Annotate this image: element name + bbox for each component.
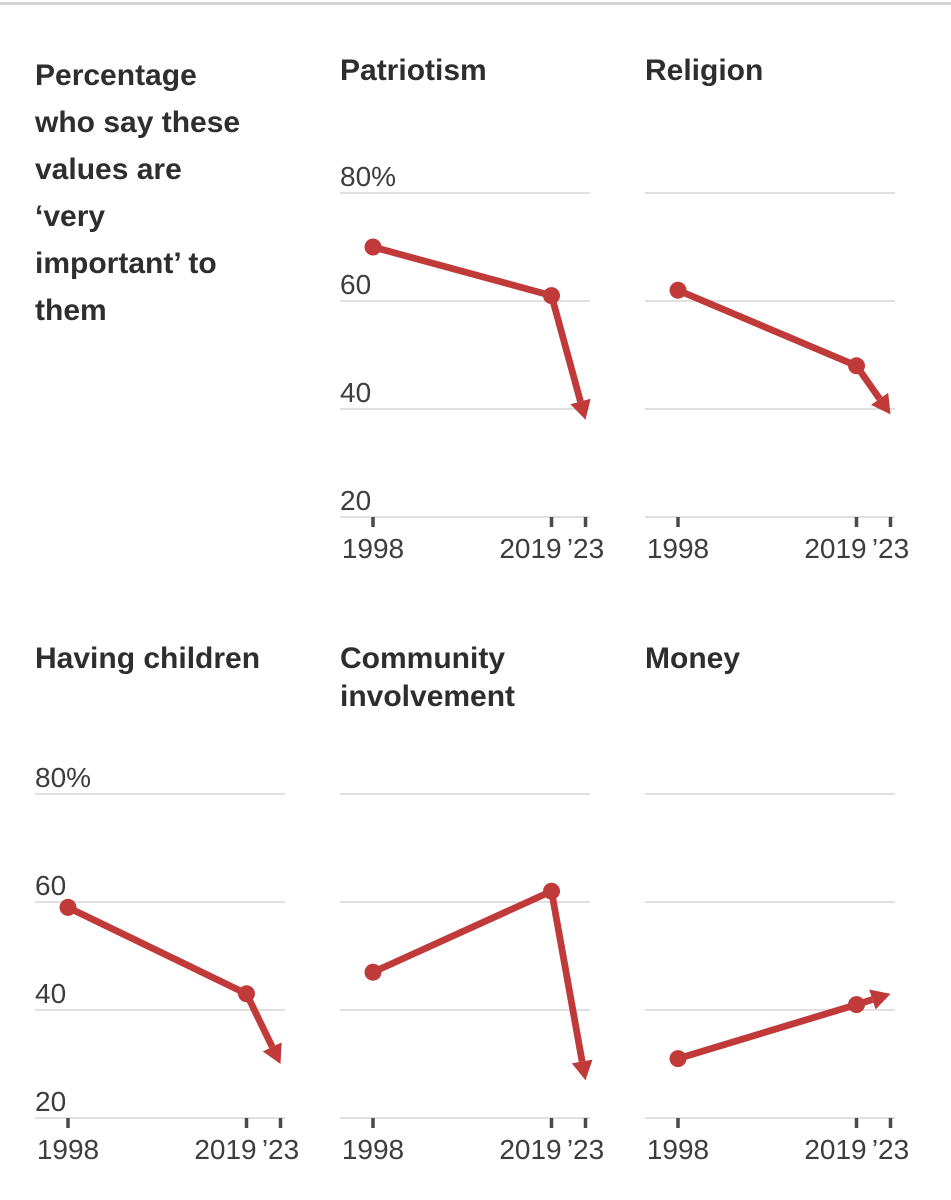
svg-text:’23: ’23 [567, 533, 604, 564]
chart-panel-religion: Religion 1998 2019’23 [645, 48, 909, 570]
line-chart-community-involvement: 1998 2019’23 [340, 793, 604, 1165]
svg-text:’23: ’23 [567, 1134, 604, 1165]
chart-title: Religion [645, 54, 764, 87]
chart-panel-money: Money 1998 2019’23 [645, 636, 909, 1171]
svg-text:1998: 1998 [647, 533, 709, 564]
chart-title: Patriotism [340, 54, 487, 87]
svg-text:1998: 1998 [37, 1134, 99, 1165]
chart-panel-patriotism: Patriotism 80% 60 40 20 1998 2019’23 [340, 48, 604, 570]
svg-text:40: 40 [35, 978, 66, 1009]
svg-text:’23: ’23 [262, 1134, 299, 1165]
line-chart-patriotism: 80% 60 40 20 1998 2019’23 [340, 161, 604, 564]
chart-title: Money [645, 642, 741, 675]
svg-text:2019: 2019 [194, 1134, 256, 1165]
chart-panel-having-children: Having children 80% 60 40 20 1998 2019’23 [35, 636, 299, 1171]
svg-text:2019: 2019 [499, 533, 561, 564]
line-chart-money: 1998 2019’23 [645, 793, 909, 1165]
small-multiples-grid: Percentage who say these values are ‘ver… [35, 48, 909, 1171]
svg-text:20: 20 [340, 485, 371, 516]
chart-title: Having children [35, 642, 261, 675]
chart-description-cell: Percentage who say these values are ‘ver… [35, 48, 285, 570]
top-divider [0, 2, 951, 5]
svg-text:2019: 2019 [804, 533, 866, 564]
svg-text:’23: ’23 [872, 533, 909, 564]
svg-text:80%: 80% [340, 161, 396, 192]
chart-title: Community involvement [340, 642, 516, 713]
svg-text:2019: 2019 [804, 1134, 866, 1165]
svg-text:20: 20 [35, 1086, 66, 1117]
chart-panel-community-involvement: Community involvement 1998 2019’23 [340, 636, 604, 1171]
svg-text:40: 40 [340, 377, 371, 408]
line-chart-having-children: 80% 60 40 20 1998 2019’23 [35, 762, 299, 1165]
svg-text:’23: ’23 [872, 1134, 909, 1165]
svg-text:60: 60 [35, 870, 66, 901]
svg-text:1998: 1998 [342, 1134, 404, 1165]
svg-text:1998: 1998 [647, 1134, 709, 1165]
svg-text:1998: 1998 [342, 533, 404, 564]
chart-description: Percentage who say these values are ‘ver… [35, 59, 241, 327]
svg-text:2019: 2019 [499, 1134, 561, 1165]
line-chart-religion: 1998 2019’23 [645, 192, 909, 564]
svg-text:60: 60 [340, 269, 371, 300]
svg-text:80%: 80% [35, 762, 91, 793]
